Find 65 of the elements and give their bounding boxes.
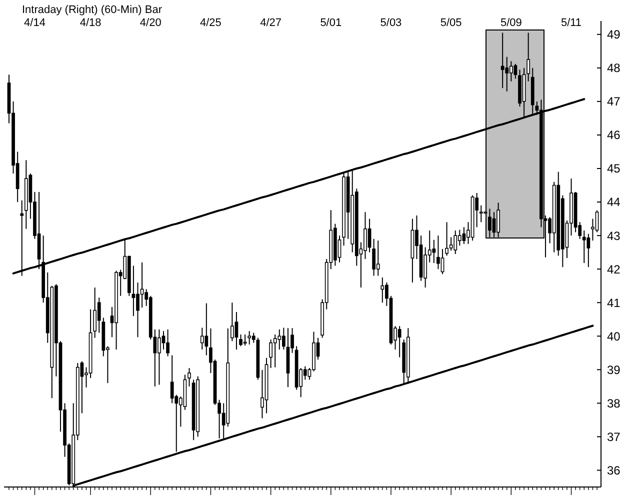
candlestick	[93, 287, 97, 338]
candlestick	[278, 328, 282, 350]
candlestick	[488, 208, 492, 238]
x-tick-label: 5/09	[500, 17, 522, 29]
candlestick	[252, 332, 256, 344]
candlestick	[496, 202, 500, 238]
candlestick	[462, 226, 466, 244]
y-tick-label: 42	[607, 262, 621, 276]
x-tick-label: 4/18	[80, 17, 102, 29]
candlestick	[239, 334, 242, 347]
candlestick	[432, 239, 436, 264]
y-tick-label: 38	[607, 396, 621, 410]
y-tick-label: 39	[607, 362, 621, 377]
candlestick	[509, 60, 513, 82]
candlestick	[248, 330, 252, 346]
x-tick-label: 4/20	[140, 17, 162, 29]
candlestick	[380, 276, 384, 304]
y-tick-label: 49	[607, 28, 621, 42]
candlestick	[514, 63, 518, 80]
y-tick-label: 48	[607, 61, 621, 76]
x-tick-label: 5/05	[440, 17, 462, 29]
candlestick	[505, 56, 509, 92]
chart-title: Intraday (Right) (60-Min) Bar	[22, 4, 162, 16]
candlestick	[454, 230, 458, 254]
candlestick	[458, 229, 462, 246]
candlestick	[170, 354, 174, 404]
candlestick	[398, 326, 402, 358]
x-tick-label: 5/03	[380, 17, 402, 29]
candlestick	[204, 302, 208, 356]
candlestick	[200, 327, 204, 350]
candlestick	[372, 238, 376, 276]
x-tick-label: 5/11	[560, 17, 582, 29]
candlestick	[136, 282, 140, 338]
candlestick	[586, 233, 590, 268]
candlestick	[424, 246, 428, 288]
candlestick	[230, 302, 234, 342]
candlestick	[162, 330, 166, 350]
candlestick	[582, 230, 586, 264]
candlestick	[234, 312, 238, 350]
candlestick	[595, 210, 599, 233]
y-tick-label: 36	[607, 463, 621, 478]
candlestick	[479, 204, 483, 223]
y-tick-label: 37	[607, 430, 621, 444]
candlestick	[449, 236, 453, 252]
candlestick	[436, 235, 440, 270]
candlestick	[188, 367, 191, 387]
x-tick-label: 4/27	[260, 17, 282, 29]
y-tick-label: 43	[607, 228, 621, 243]
y-tick-label: 45	[607, 162, 621, 176]
candlestick	[526, 32, 530, 82]
candlestick	[97, 297, 101, 334]
candlestick	[273, 334, 277, 368]
candlestick	[376, 240, 380, 276]
x-tick-label: 4/25	[200, 17, 222, 29]
candlestick	[166, 328, 170, 357]
y-tick-label: 46	[607, 128, 621, 142]
x-tick-label: 5/01	[320, 17, 342, 29]
candlestick	[440, 248, 444, 275]
y-tick-label: 44	[607, 195, 621, 210]
candlestick	[364, 212, 367, 260]
y-tick-label: 47	[607, 94, 621, 109]
y-tick-label: 41	[607, 296, 621, 310]
candlestick	[500, 32, 504, 89]
y-tick-label: 40	[607, 329, 621, 344]
x-tick-label: 4/14	[24, 17, 46, 29]
